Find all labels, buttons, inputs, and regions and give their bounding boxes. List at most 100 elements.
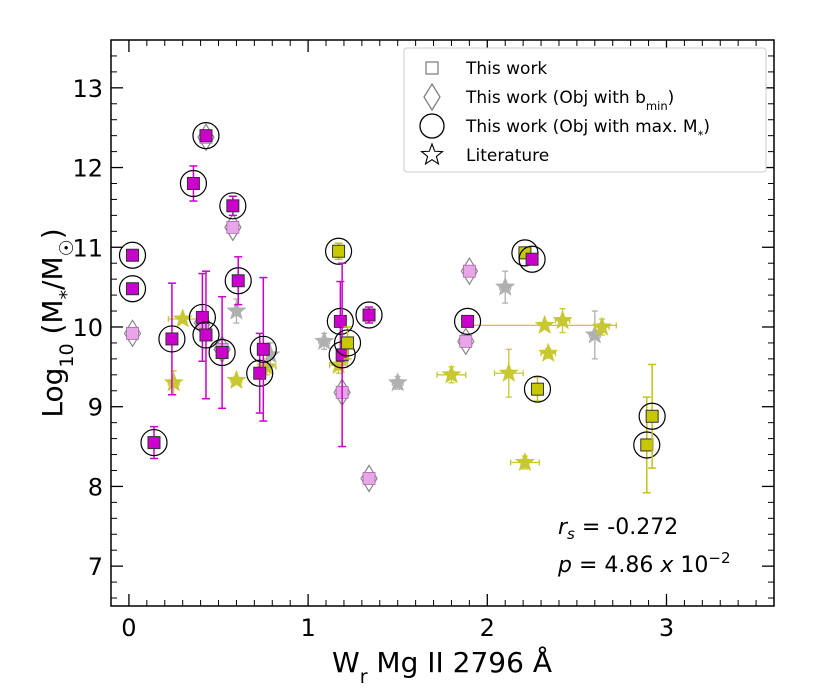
legend-label: Literature [466,146,549,166]
legend-entry: This work (Obj with max. M*) [419,113,710,142]
max-mass-circle [224,267,252,295]
y-tick-label: 9 [88,394,103,422]
square-marker [147,436,161,450]
max-mass-circle [633,431,661,459]
diamond-inner-square [126,326,139,340]
legend-box [403,47,767,173]
max-mass-circle [333,329,362,357]
max-mass-circle [192,122,220,150]
star-marker [538,342,559,362]
literature-point [226,298,247,324]
legend-star-icon [420,142,444,166]
this-work-point [518,245,546,273]
legend-label: This work [465,59,547,79]
square-marker [256,342,270,356]
x-axis-label: Wr Mg II 2796 Å [332,645,552,688]
star-marker [495,276,516,296]
this-work-point [224,256,252,306]
max-mass-circle [208,338,236,367]
diamond-inner-square [226,220,240,234]
diamond-inner-square [462,264,476,278]
max-mass-circle [453,307,482,336]
star-marker [314,330,335,351]
legend-entry: Literature [420,142,549,166]
this-work-point [158,282,186,396]
legend-square-icon [425,61,439,75]
star-marker [226,369,247,390]
this-work-point [192,270,220,400]
this-work-point [192,122,220,150]
max-mass-circle [246,359,274,387]
legend-label: This work (Obj with max. M*) [465,117,710,142]
star-marker [514,451,536,472]
y-tick-label: 12 [72,155,103,183]
square-marker [231,274,245,288]
star-marker [226,300,247,320]
star-marker [552,309,573,330]
square-marker [126,282,140,296]
this-work-point [140,425,168,460]
y-axis-label: Log10 (M*/M☉) [36,228,78,417]
literature-point [436,364,467,384]
legend-entry: This work [425,59,547,79]
square-marker [199,129,213,143]
y-tick-label: 10 [72,314,103,342]
this-work-point [208,295,236,410]
literature-point [552,308,573,334]
this-work-point [118,241,147,269]
y-tick-label: 8 [88,473,103,501]
max-mass-circle [179,169,208,198]
square-marker [126,248,140,262]
max-mass-circle [326,307,354,336]
literature-point [584,310,605,360]
x-tick-label: 0 [121,614,136,642]
max-mass-circle [355,301,383,329]
diamond-inner-square [362,472,376,485]
literature-point [509,451,540,472]
literature-point [314,330,335,351]
square-marker [341,336,355,350]
this-work-point [453,307,482,336]
this-work-series [118,122,666,494]
square-marker [530,382,544,396]
this-work-point [219,192,247,220]
legend: This work This work (Obj with bmin) This w… [403,47,767,173]
max-mass-circle [523,375,552,403]
diamond-inner-square [459,334,473,348]
y-tick-label: 11 [72,234,103,262]
y-tick-label: 13 [72,75,103,103]
literature-point [472,314,617,335]
this-work-point [179,165,208,202]
rs-annotation: rs = -0.272 [558,515,678,543]
max-mass-circle [518,245,546,273]
max-mass-circle [219,192,247,220]
x-tick-label: 1 [300,614,315,642]
square-marker [525,252,539,266]
literature-point [495,270,516,304]
square-marker [165,332,179,346]
this-work-point [333,326,362,360]
max-mass-circle [192,321,220,349]
max-mass-circle [638,402,666,430]
max-mass-circle [324,237,353,265]
literature-point [538,342,559,362]
star-marker [441,364,462,384]
max-mass-circle [140,428,168,457]
this-work-point [118,275,147,303]
this-work-point [523,375,552,403]
this-work-point [249,276,277,422]
star-marker [163,372,184,392]
this-work-point [324,237,353,265]
axis-ticks [111,39,775,606]
star-marker [534,314,555,335]
square-marker [199,328,213,342]
star-marker [498,362,519,382]
y-tick-label: 7 [88,553,103,581]
star-marker [591,316,613,336]
x-tick-label: 2 [480,614,495,642]
literature-point [163,370,184,396]
square-marker [226,199,240,213]
legend-entry: This work (Obj with bmin) [423,82,674,113]
